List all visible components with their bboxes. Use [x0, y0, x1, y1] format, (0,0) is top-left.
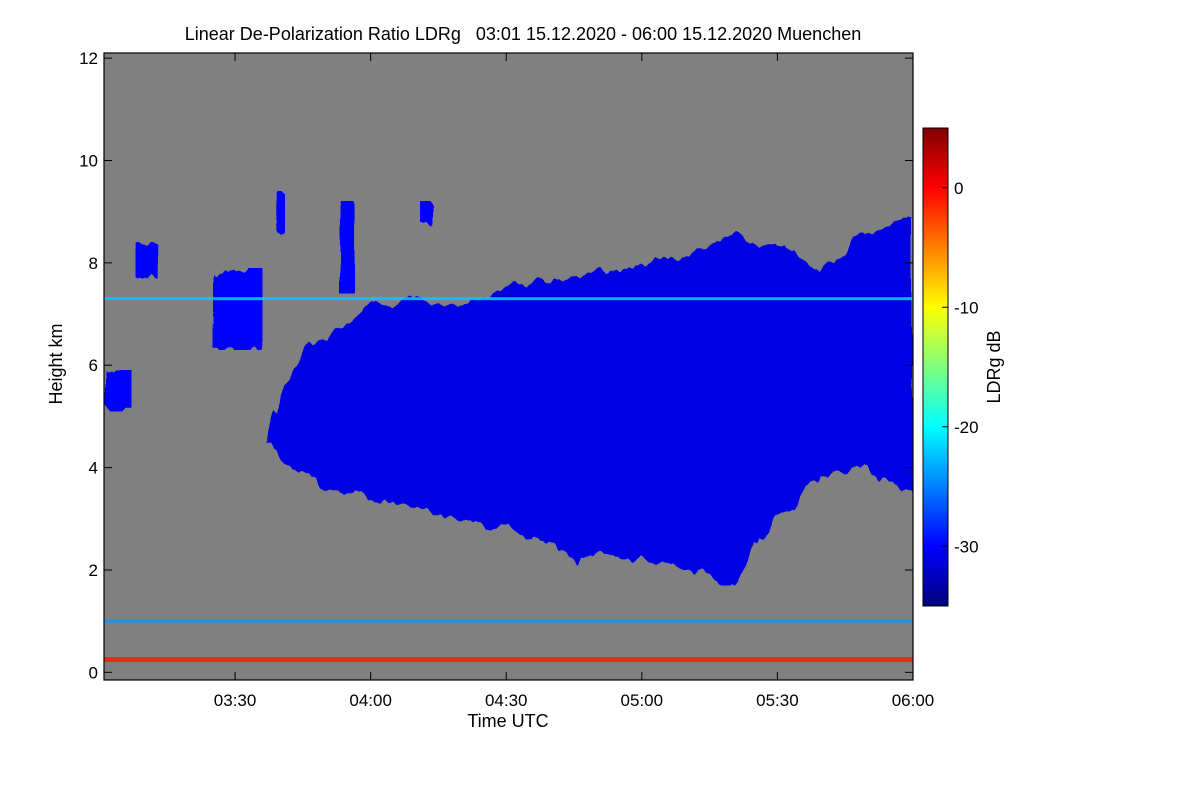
main-cloud — [266, 216, 913, 586]
y-tick-label: 2 — [89, 561, 98, 580]
x-tick-label: 06:00 — [892, 691, 935, 710]
y-tick-label: 8 — [89, 254, 98, 273]
y-tick-label: 6 — [89, 356, 98, 375]
y-tick-label: 4 — [89, 459, 98, 478]
early-cloud — [104, 370, 132, 412]
fallstreak-cell — [212, 268, 263, 350]
x-tick-label: 05:30 — [756, 691, 799, 710]
x-tick-label: 04:00 — [349, 691, 392, 710]
x-tick-label: 03:30 — [214, 691, 257, 710]
fallstreak-cell — [420, 201, 434, 227]
aerosol-layer-7-3km — [104, 297, 913, 301]
x-tick-label: 04:30 — [485, 691, 528, 710]
y-axis-title: Height km — [46, 323, 66, 404]
plot-frame — [103, 52, 914, 681]
colorbar-title: LDRg dB — [984, 330, 1004, 403]
x-axis-title: Time UTC — [467, 711, 548, 731]
x-axis: 03:30 04:00 04:30 05:00 05:30 06:00 — [214, 53, 934, 710]
colorbar-tick-label: -10 — [954, 298, 979, 317]
plot-area — [103, 52, 914, 681]
fallstreak-cell — [135, 242, 163, 279]
colorbar-gradient — [922, 127, 949, 607]
chart-title: Linear De-Polarization Ratio LDRg 03:01 … — [185, 24, 861, 44]
ground-layer — [104, 657, 913, 662]
y-tick-label: 0 — [89, 663, 98, 682]
heatmap-marks — [104, 191, 913, 662]
fallstreak-cell — [339, 201, 358, 294]
y-tick-label: 12 — [79, 49, 98, 68]
colorbar-tick-label: -30 — [954, 537, 979, 556]
colorbar: 0 -10 -20 -30 LDRg dB — [922, 127, 1004, 607]
colorbar-tick-label: 0 — [954, 179, 963, 198]
y-tick-label: 10 — [79, 151, 98, 170]
colorbar-tick-label: -20 — [954, 418, 979, 437]
y-axis: 0 2 4 6 8 10 12 — [79, 49, 913, 682]
colorbar-ticks: 0 -10 -20 -30 — [942, 179, 979, 556]
aerosol-layer-1km — [104, 619, 913, 623]
fallstreak-cell — [275, 191, 285, 238]
x-tick-label: 05:00 — [621, 691, 664, 710]
